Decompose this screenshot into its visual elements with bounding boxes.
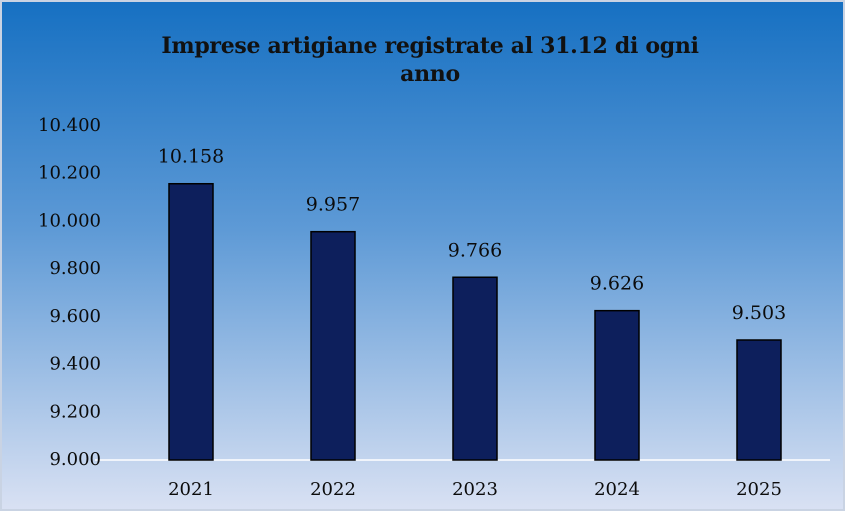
x-tick-label: 2025 (736, 479, 782, 500)
bar (168, 182, 214, 461)
x-tick-label: 2022 (310, 479, 356, 500)
y-tick-label: 9.400 (49, 354, 101, 375)
value-label: 9.503 (732, 302, 786, 324)
bar (736, 339, 782, 461)
bar (310, 230, 356, 461)
x-tick-label: 2023 (452, 479, 498, 500)
value-label: 9.626 (590, 273, 644, 295)
y-tick-label: 10.000 (38, 210, 101, 231)
x-tick-label: 2021 (168, 479, 214, 500)
value-label: 9.957 (306, 194, 360, 216)
chart-title: Imprese artigiane registrate al 31.12 di… (161, 33, 699, 87)
y-tick-label: 10.200 (38, 163, 101, 184)
y-tick-label: 9.600 (49, 306, 101, 327)
bar (452, 276, 498, 461)
value-label: 9.766 (448, 239, 502, 261)
bar (594, 309, 640, 461)
y-tick-label: 10.400 (38, 115, 101, 136)
y-tick-label: 9.000 (49, 449, 101, 470)
x-tick-label: 2024 (594, 479, 640, 500)
y-tick-label: 9.800 (49, 258, 101, 279)
value-label: 10.158 (158, 146, 224, 168)
y-tick-label: 9.200 (49, 401, 101, 422)
